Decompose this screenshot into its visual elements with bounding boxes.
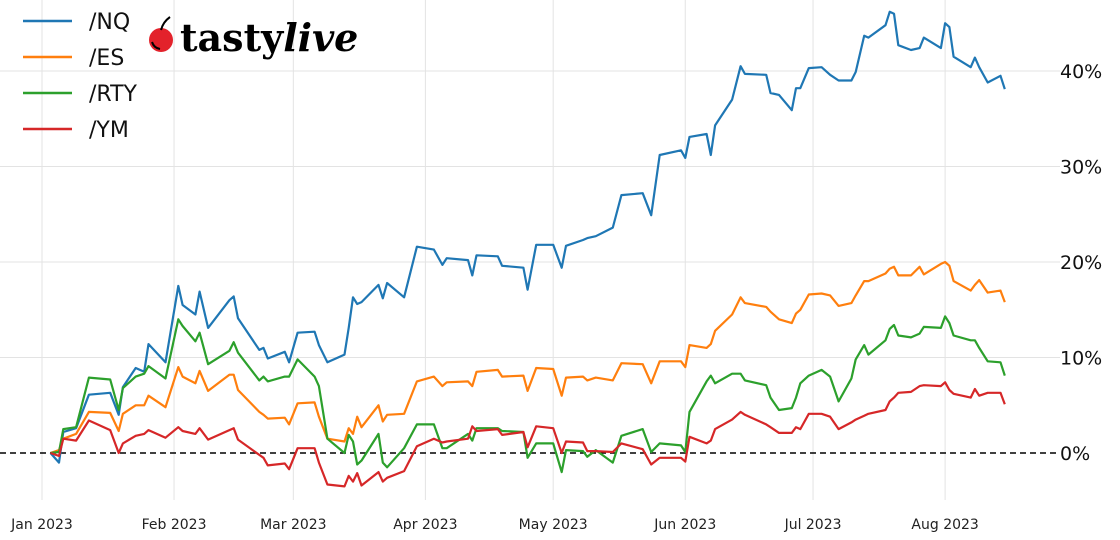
x-tick-label: Jun 2023: [653, 517, 716, 533]
cherry-icon: [149, 16, 173, 52]
x-tick-label: Mar 2023: [260, 517, 327, 533]
y-tick-label: 40%: [1060, 61, 1102, 83]
x-tick-label: Feb 2023: [142, 517, 207, 533]
x-axis-ticks: Jan 2023 Feb 2023 Mar 2023 Apr 2023 May 2023…: [10, 517, 979, 533]
logo-text-tasty: tasty: [180, 15, 284, 60]
series-line-ym: [50, 381, 1006, 488]
series-line-es: [50, 260, 1006, 455]
x-tick-label: Jan 2023: [10, 517, 73, 533]
svg-text:tastylive: tastylive: [180, 15, 358, 60]
legend-label: /RTY: [89, 82, 138, 107]
series-line-nq: [49, 10, 1006, 464]
x-tick-label: Apr 2023: [393, 517, 457, 533]
legend-label: /ES: [89, 46, 124, 71]
logo-text-live: live: [283, 15, 358, 60]
y-axis-ticks: 0% 10% 20% 30% 40%: [1060, 61, 1102, 465]
tastylive-logo: tastylive: [149, 15, 358, 60]
legend-label: /NQ: [89, 10, 130, 35]
x-tick-label: Jul 2023: [784, 517, 842, 533]
y-tick-label: 0%: [1060, 443, 1090, 465]
legend-label: /YM: [89, 118, 129, 143]
y-tick-label: 20%: [1060, 252, 1102, 274]
y-tick-label: 10%: [1060, 348, 1102, 370]
legend: /NQ/ES/RTY/YM: [23, 10, 138, 143]
y-tick-label: 30%: [1060, 157, 1102, 179]
grid: [0, 0, 1060, 500]
x-tick-label: May 2023: [519, 517, 588, 533]
series-line-rty: [50, 315, 1006, 474]
x-tick-label: Aug 2023: [911, 517, 978, 533]
series-lines: [49, 10, 1006, 488]
